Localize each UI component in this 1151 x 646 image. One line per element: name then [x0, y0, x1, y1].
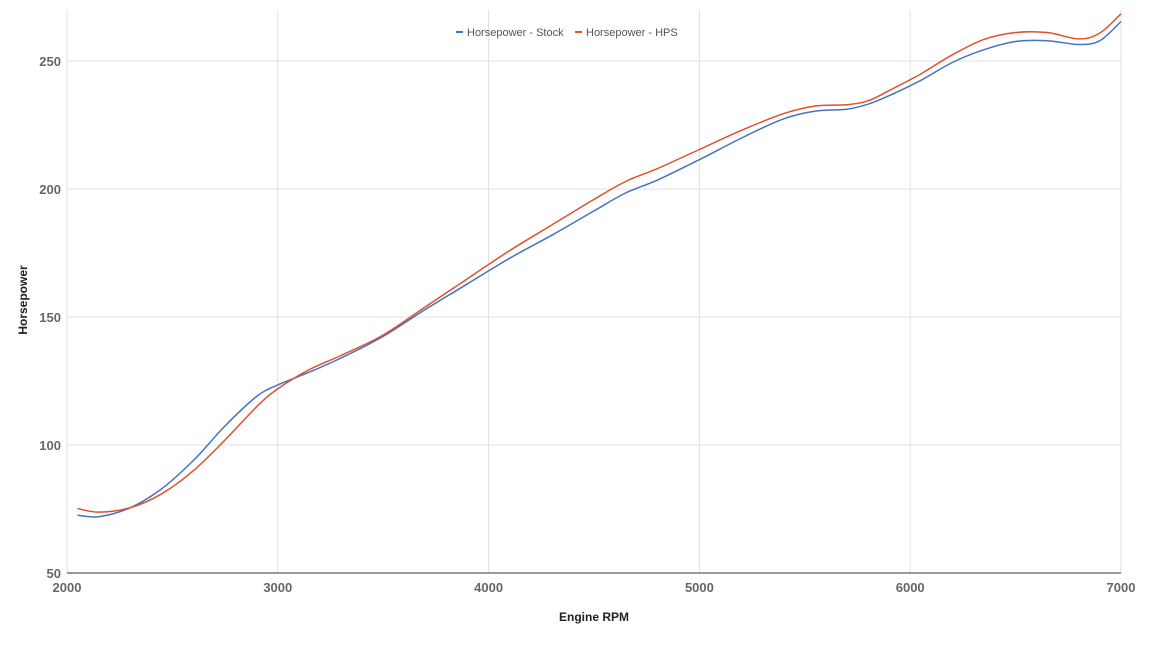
- y-tick-label: 250: [39, 54, 61, 69]
- x-axis-title: Engine RPM: [559, 610, 629, 624]
- y-tick-label: 150: [39, 310, 61, 325]
- legend[interactable]: Horsepower - Stock Horsepower - HPS: [456, 27, 678, 39]
- y-tick-label: 100: [39, 438, 61, 453]
- axes: 2000 3000 4000 5000 6000 7000 50 100 150 200 250: [39, 54, 1135, 595]
- grid-lines: [66, 10, 1122, 574]
- legend-label[interactable]: Horsepower - HPS: [586, 27, 678, 39]
- legend-label[interactable]: Horsepower - Stock: [467, 27, 564, 39]
- x-tick-label: 5000: [685, 580, 714, 595]
- series-lines: [77, 13, 1122, 518]
- x-tick-label: 2000: [53, 580, 82, 595]
- series-line-hps: [77, 13, 1122, 513]
- x-tick-label: 4000: [474, 580, 503, 595]
- x-tick-label: 7000: [1107, 580, 1136, 595]
- series-line-stock: [77, 20, 1122, 518]
- x-tick-label: 3000: [263, 580, 292, 595]
- y-axis-title: Horsepower: [16, 265, 30, 335]
- y-tick-label: 50: [47, 566, 61, 581]
- x-tick-label: 6000: [896, 580, 925, 595]
- y-tick-label: 200: [39, 182, 61, 197]
